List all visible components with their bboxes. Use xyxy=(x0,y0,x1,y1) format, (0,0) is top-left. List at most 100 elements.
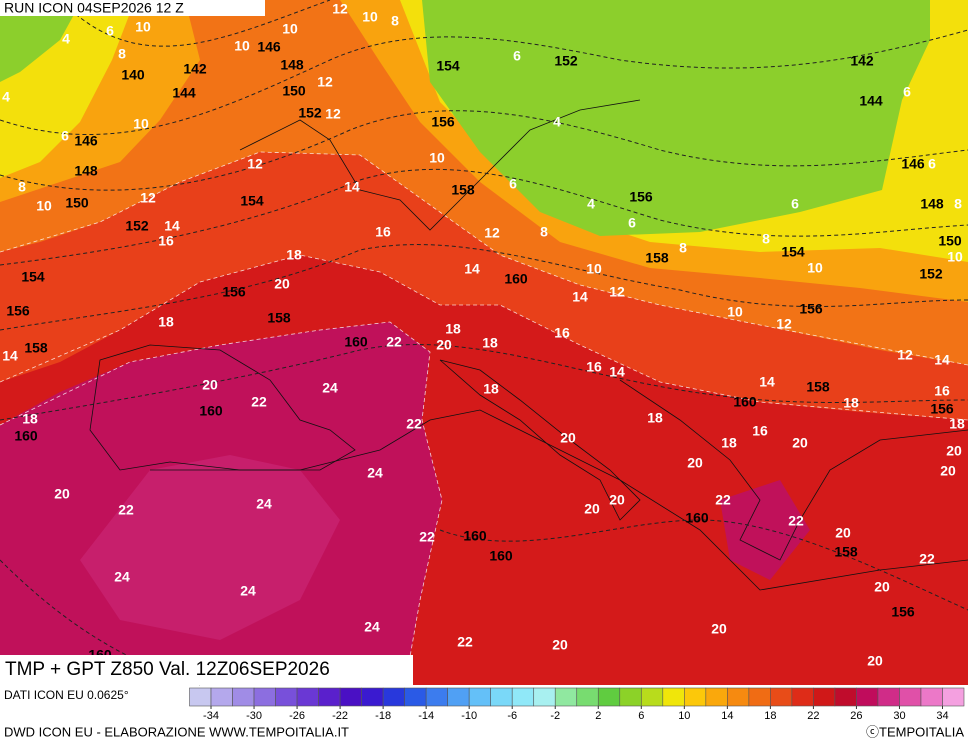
colorbar-swatch xyxy=(813,687,836,707)
temperature-label: 12 xyxy=(325,106,341,122)
geopotential-label: 160 xyxy=(504,271,528,287)
colorbar-tick-label: 6 xyxy=(638,710,644,722)
contour xyxy=(0,168,968,266)
temperature-label: 10 xyxy=(282,21,298,37)
temperature-label: 14 xyxy=(934,352,950,368)
geopotential-label: 156 xyxy=(222,284,246,300)
temperature-label: 12 xyxy=(247,156,263,172)
colorbar-swatch xyxy=(942,687,965,707)
temperature-label: 6 xyxy=(628,215,636,231)
geopotential-label: 148 xyxy=(920,196,944,212)
colorbar-swatch xyxy=(640,687,664,707)
run-box xyxy=(0,0,265,16)
temperature-label: 20 xyxy=(54,486,70,502)
temp-band-22-east xyxy=(720,480,810,580)
colorbar-swatch xyxy=(899,687,922,707)
geopotential-label: 144 xyxy=(172,85,196,101)
temperature-label: 10 xyxy=(807,260,823,276)
colorbar-swatch xyxy=(533,687,556,707)
temperature-label: 4 xyxy=(2,89,10,105)
colorbar-swatch xyxy=(597,687,621,707)
temperature-label: 10 xyxy=(586,261,602,277)
temperature-label: 22 xyxy=(406,416,422,432)
colorbar-swatch xyxy=(662,687,685,707)
temperature-label: 22 xyxy=(251,394,267,410)
colorbar-swatch xyxy=(705,687,728,707)
temperature-label: 10 xyxy=(36,198,52,214)
temperature-label: 12 xyxy=(776,316,792,332)
temperature-label: 18 xyxy=(843,395,859,411)
temperature-label: 8 xyxy=(762,231,770,247)
temperature-label: 24 xyxy=(322,380,338,396)
colorbar-swatch xyxy=(404,687,427,707)
geopotential-label: 146 xyxy=(901,156,925,172)
colorbar-swatch xyxy=(361,687,384,707)
geopotential-label: 160 xyxy=(463,528,487,544)
temperature-label: 20 xyxy=(687,455,703,471)
temp-band-6 xyxy=(422,0,930,236)
colorbar-swatch xyxy=(232,687,255,707)
temperature-label: 12 xyxy=(609,284,625,300)
temperature-label: 20 xyxy=(940,463,956,479)
colorbar-tick-label: -18 xyxy=(375,710,391,722)
contour xyxy=(0,110,968,191)
colorbar-swatch xyxy=(275,687,298,707)
temperature-label: 10 xyxy=(133,116,149,132)
temperature-label: 20 xyxy=(202,377,218,393)
temperature-label: 8 xyxy=(391,13,399,29)
colorbar-swatch xyxy=(189,687,212,707)
colorbar: -34 -30 -26 -22 -18 -14 -10 -6 -2 2 6 10 14 18 22 26 30 3… xyxy=(189,687,965,722)
colorbar-swatch xyxy=(920,687,943,707)
colorbar-tick-label: 26 xyxy=(850,710,862,722)
geopotential-label: 156 xyxy=(930,401,954,417)
temperature-label: 20 xyxy=(711,621,727,637)
temperature-label: 16 xyxy=(158,233,174,249)
colorbar-tick-label: 30 xyxy=(893,710,905,722)
contour xyxy=(0,244,968,331)
geopotential-label: 154 xyxy=(240,193,264,209)
geopotential-label: 156 xyxy=(431,114,455,130)
map-fill xyxy=(0,0,968,685)
temperature-label: 12 xyxy=(897,347,913,363)
temperature-label: 12 xyxy=(332,1,348,17)
geopotential-label: 156 xyxy=(891,604,915,620)
contour xyxy=(0,344,968,421)
geopotential-label: 158 xyxy=(24,340,48,356)
temperature-label: 10 xyxy=(947,249,963,265)
contour xyxy=(0,559,201,686)
colorbar-swatch xyxy=(382,687,405,707)
temperature-label: 24 xyxy=(256,496,272,512)
coastlines xyxy=(89,99,968,591)
temperature-label: 6 xyxy=(509,176,517,192)
colorbar-tick-label: 18 xyxy=(764,710,776,722)
temperature-label: 24 xyxy=(240,583,256,599)
temperature-label: 18 xyxy=(286,247,302,263)
colorbar-tick-label: 22 xyxy=(807,710,819,722)
geopotential-label: 158 xyxy=(645,250,669,266)
temperature-label: 22 xyxy=(386,334,402,350)
temperature-label: 12 xyxy=(317,74,333,90)
title-box xyxy=(0,655,413,685)
geopotential-label: 158 xyxy=(267,310,291,326)
temperature-label: 22 xyxy=(118,502,134,518)
isotherm xyxy=(0,321,443,686)
colorbar-tick-label: -2 xyxy=(550,710,560,722)
temperature-label: 20 xyxy=(835,525,851,541)
temperature-label: 18 xyxy=(483,381,499,397)
temperature-label: 10 xyxy=(727,304,743,320)
coastline xyxy=(619,379,968,561)
temperature-label: 22 xyxy=(419,529,435,545)
temperature-label: 18 xyxy=(22,411,38,427)
temperature-label: 8 xyxy=(540,224,548,240)
temperature-label: 16 xyxy=(752,423,768,439)
colorbar-swatch xyxy=(791,687,814,707)
temperature-label: 8 xyxy=(18,179,26,195)
colorbar-swatch xyxy=(619,687,642,707)
coastline xyxy=(439,359,641,521)
colorbar-tick-label: 2 xyxy=(595,710,601,722)
geopotential-label: 148 xyxy=(74,163,98,179)
temperature-label: 14 xyxy=(572,289,588,305)
contour xyxy=(439,519,968,611)
temperature-label: 10 xyxy=(362,9,378,25)
temperature-label: 24 xyxy=(114,569,130,585)
